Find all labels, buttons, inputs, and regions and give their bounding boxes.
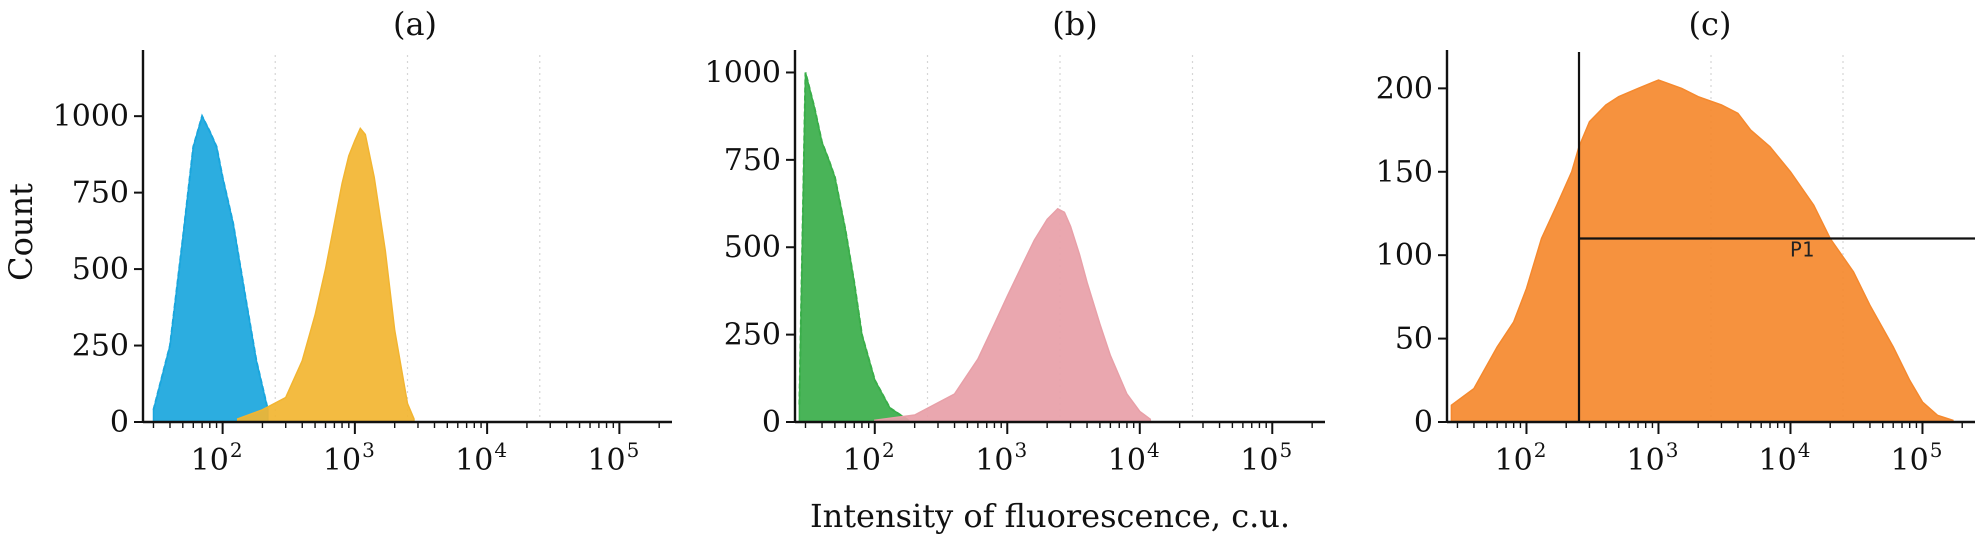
y-tick-label: 150 [1376, 155, 1433, 190]
histogram-area-series-1 [1450, 79, 1954, 423]
panel-label: (c) [1689, 5, 1732, 43]
y-tick-label: 1000 [53, 99, 129, 134]
y-tick-label: 500 [724, 230, 781, 265]
x-tick-label: 105 [587, 438, 639, 478]
histogram-area-series-2 [236, 126, 415, 423]
panel-label: (a) [393, 5, 437, 43]
x-tick-label: 105 [1891, 438, 1943, 478]
y-tick-label: 200 [1376, 71, 1433, 106]
x-tick-label: 104 [1108, 438, 1160, 478]
x-axis-title: Intensity of fluorescence, c.u. [810, 497, 1290, 535]
histogram-area-series-1 [798, 72, 910, 423]
panel-c: (c) P1 0 50 100 150 200 102 103 104 105 [1376, 5, 1975, 478]
x-tick-label: 103 [323, 438, 375, 478]
x-tick-label: 102 [191, 438, 243, 478]
y-tick-label: 0 [1414, 405, 1433, 440]
y-tick-label: 100 [1376, 238, 1433, 273]
y-axis-title: Count [2, 183, 40, 281]
x-tick-label: 102 [843, 438, 895, 478]
x-tick-label: 102 [1495, 438, 1547, 478]
y-tick-label: 750 [724, 143, 781, 178]
panel-a: (a) 0 250 500 750 1000 102 103 104 105 [53, 5, 672, 478]
y-tick-label: 0 [762, 405, 781, 440]
y-tick-label: 0 [110, 405, 129, 440]
x-tick-label: 105 [1240, 438, 1292, 478]
panel-b: (b) 0 250 500 750 1000 102 103 104 105 [705, 5, 1325, 478]
histogram-outline-series-1 [798, 72, 910, 422]
y-tick-label: 750 [72, 176, 129, 211]
x-tick-label: 104 [1759, 438, 1811, 478]
y-tick-label: 1000 [705, 55, 781, 90]
y-tick-label: 250 [724, 318, 781, 353]
histogram-area-series-2 [874, 207, 1152, 423]
y-tick-label: 500 [72, 252, 129, 287]
histogram-outline-series-1 [152, 113, 269, 411]
panel-label: (b) [1052, 5, 1097, 43]
gate-label: P1 [1790, 238, 1814, 262]
x-tick-label: 103 [1627, 438, 1679, 478]
histogram-area-series-1 [152, 114, 269, 423]
x-tick-label: 103 [975, 438, 1027, 478]
y-tick-label: 250 [72, 329, 129, 364]
x-tick-label: 104 [455, 438, 507, 478]
y-tick-label: 50 [1395, 322, 1433, 357]
